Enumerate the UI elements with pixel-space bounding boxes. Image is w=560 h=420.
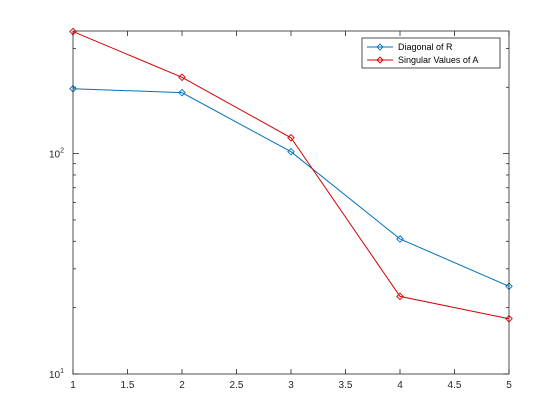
legend: Diagonal of R Singular Values of A bbox=[361, 37, 501, 69]
data-point bbox=[396, 235, 404, 243]
x-tick-label: 3 bbox=[288, 380, 294, 391]
legend-marker bbox=[376, 43, 384, 51]
x-tick-label: 4 bbox=[397, 380, 403, 391]
series-line-0 bbox=[72, 88, 510, 287]
series-line-1 bbox=[72, 31, 510, 320]
y-tick-label: 102 bbox=[49, 148, 64, 161]
legend-label: Diagonal of R bbox=[398, 42, 453, 52]
data-series bbox=[69, 27, 513, 323]
x-tick-label: 2.5 bbox=[230, 380, 244, 391]
x-tick-labels: 1 1.5 2 2.5 3 3.5 4 4.5 5 bbox=[70, 380, 512, 391]
x-tick-label: 5 bbox=[506, 380, 512, 391]
x-tick-label: 1 bbox=[70, 380, 76, 391]
data-point bbox=[396, 292, 404, 301]
data-point bbox=[178, 88, 186, 97]
y-tick-labels: 101 102 bbox=[49, 148, 64, 381]
legend-label: Singular Values of A bbox=[398, 55, 478, 65]
plot-frame bbox=[72, 30, 510, 375]
x-tick-label: 3.5 bbox=[339, 380, 353, 391]
legend-box bbox=[361, 37, 501, 69]
x-tick-label: 4.5 bbox=[448, 380, 462, 391]
data-point bbox=[178, 73, 186, 82]
y-tick-label: 101 bbox=[49, 368, 64, 381]
data-point bbox=[287, 147, 295, 156]
x-tick-label: 1.5 bbox=[121, 380, 135, 391]
legend-marker bbox=[376, 56, 384, 64]
plot-area bbox=[73, 31, 509, 374]
x-tick-label: 2 bbox=[179, 380, 185, 391]
data-point bbox=[287, 133, 295, 142]
